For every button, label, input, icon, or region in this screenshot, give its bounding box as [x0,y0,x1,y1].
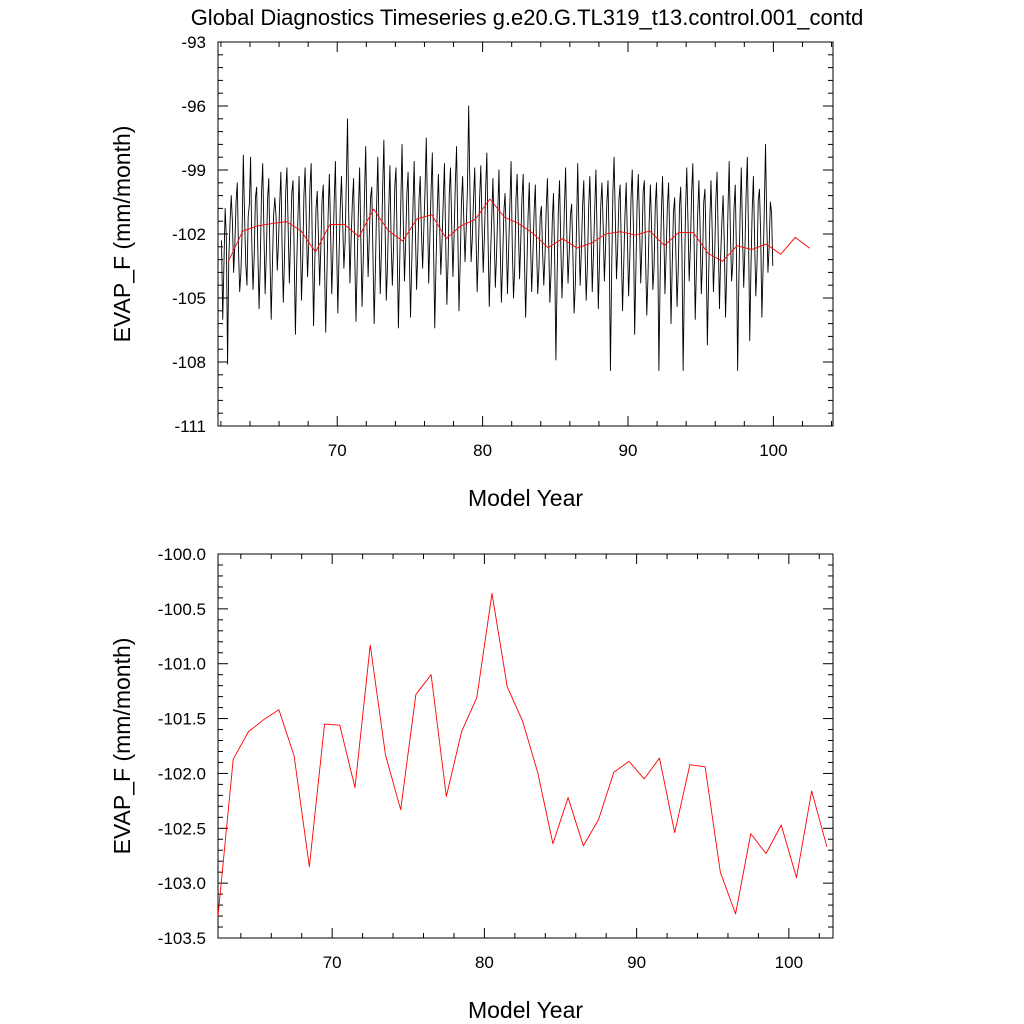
top-panel: 70 80 90 100 -111 -108 -105 -102 -99 -96 -93 Model … [109,33,834,511]
bottom-panel: 70 80 90 100 -103.5 -103.0 -102.5 -102.0 -101.5 -… [109,545,834,1023]
x-tick-label: 100 [759,441,787,460]
chart-title: Global Diagnostics Timeseries g.e20.G.TL… [191,5,864,30]
y-axis-label: EVAP_F (mm/month) [109,126,135,343]
x-tick-label: 70 [328,441,347,460]
x-tick-label: 80 [473,441,492,460]
y-tick-label: -111 [174,417,206,436]
y-tick-label: -102.0 [158,764,206,783]
y-axis-label: EVAP_F (mm/month) [109,638,135,855]
monthly-line [221,105,774,371]
plot-frame [217,41,834,427]
x-tick-label: 90 [619,441,638,460]
x-tick-label: 100 [775,953,803,972]
x-tick-label: 80 [475,953,494,972]
annual-mean-line [227,198,811,262]
x-axis-label: Model Year [468,997,583,1023]
y-tick-label: -101.0 [158,655,206,674]
y-tick-label: -102 [172,225,206,244]
y-tick-label: -99 [181,161,206,180]
y-tick-label: -101.5 [158,710,206,729]
y-tick-label: -102.5 [158,819,206,838]
y-tick-label: -93 [181,33,206,52]
y-tick-label: -103.5 [158,929,206,948]
y-tick-label: -105 [172,289,206,308]
y-tick-label: -96 [181,97,206,116]
annual-mean-line [218,593,828,917]
x-tick-label: 70 [323,953,342,972]
x-axis-label: Model Year [468,485,583,511]
y-tick-label: -100.5 [158,600,206,619]
y-tick-label: -100.0 [158,545,206,564]
x-tick-label: 90 [627,953,646,972]
y-tick-label: -103.0 [158,874,206,893]
y-tick-label: -108 [172,353,206,372]
plot-frame [217,553,834,939]
